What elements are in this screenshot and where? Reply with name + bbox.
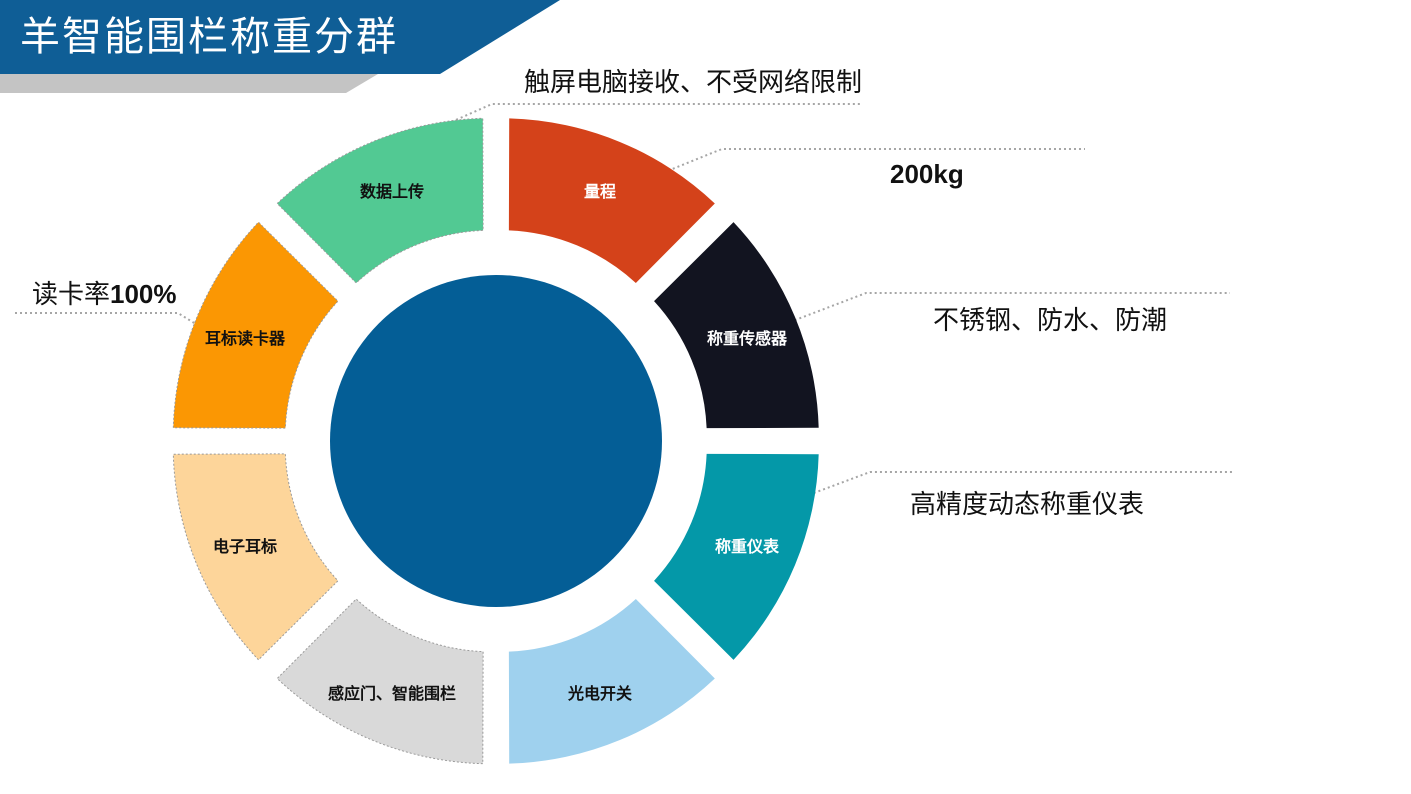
leader-reader (15, 312, 213, 335)
segment-label-tag-reader: 耳标读卡器 (204, 329, 285, 349)
callout-instrument-desc: 高精度动态称重仪表 (910, 490, 1145, 520)
segment-ear-tag (172, 453, 339, 661)
read-rate-value: 100% (110, 279, 177, 309)
segment-label-instrument: 称重仪表 (715, 536, 780, 556)
leader-sensor (789, 292, 1230, 323)
segment-label-ear-tag: 电子耳标 (212, 536, 277, 556)
header-banner (0, 0, 560, 93)
read-rate-prefix: 读卡率 (32, 280, 111, 310)
segment-sensor-gate (276, 598, 484, 765)
header-gray-stripe (0, 74, 378, 93)
ring-segments (172, 117, 819, 765)
segment-sensor (654, 222, 819, 429)
segment-label-sensor-gate: 感应门、智能围栏 (328, 684, 457, 704)
segment-label-range: 量程 (583, 181, 616, 201)
segment-range (508, 118, 715, 283)
segment-photo-switch (508, 599, 715, 764)
header-blue-stripe (0, 0, 560, 74)
callout-range-value: 200kg (890, 159, 964, 189)
segment-instrument (654, 453, 819, 660)
page-title: 羊智能围栏称重分群 (20, 14, 398, 60)
center-circle (330, 275, 662, 607)
segment-label-photo-switch: 光电开关 (567, 684, 632, 704)
callout-leader-lines (15, 103, 1234, 501)
segment-label-data-upload: 数据上传 (360, 181, 425, 201)
segment-label-sensor: 称重传感器 (707, 329, 788, 349)
leader-range (644, 148, 1085, 181)
segment-data-upload (276, 117, 484, 284)
callout-read-rate: 读卡率100% (32, 274, 177, 311)
leader-instrument (794, 471, 1234, 501)
callout-touchscreen: 触屏电脑接收、不受网络限制 (524, 68, 863, 98)
callout-sensor-desc: 不锈钢、防水、防潮 (933, 306, 1168, 336)
segment-tag-reader (172, 221, 339, 429)
